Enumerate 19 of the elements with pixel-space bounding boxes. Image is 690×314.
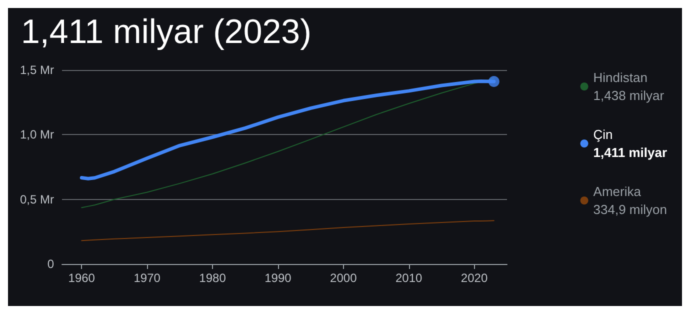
legend-label: Amerika — [593, 184, 642, 199]
y-tick-label: 0,5 Mr — [20, 192, 54, 206]
y-tick-label: 1,0 Mr — [20, 128, 54, 142]
line-series — [81, 220, 494, 242]
x-tick-label: 1960 — [68, 271, 96, 285]
x-tick-label: 1990 — [264, 271, 292, 285]
x-tick-label: 2020 — [460, 271, 488, 285]
x-tick-label: 2010 — [395, 271, 423, 285]
text: 334,9 milyon — [593, 202, 667, 217]
legend-label: Çin — [593, 127, 613, 142]
x-tick-label: 1980 — [199, 271, 226, 285]
text: 1,438 milyar — [593, 88, 665, 103]
y-tick-label: 1,5 Mr — [20, 63, 54, 77]
y-tick-label: 0 — [47, 257, 54, 271]
x-tick-label: 1970 — [134, 271, 161, 285]
legend-label: Hindistan — [593, 70, 648, 85]
text: 1,411 milyar — [593, 145, 668, 160]
x-tick-label: 2000 — [330, 271, 358, 285]
chart-title: 1,411 milyar (2023) — [21, 13, 312, 51]
